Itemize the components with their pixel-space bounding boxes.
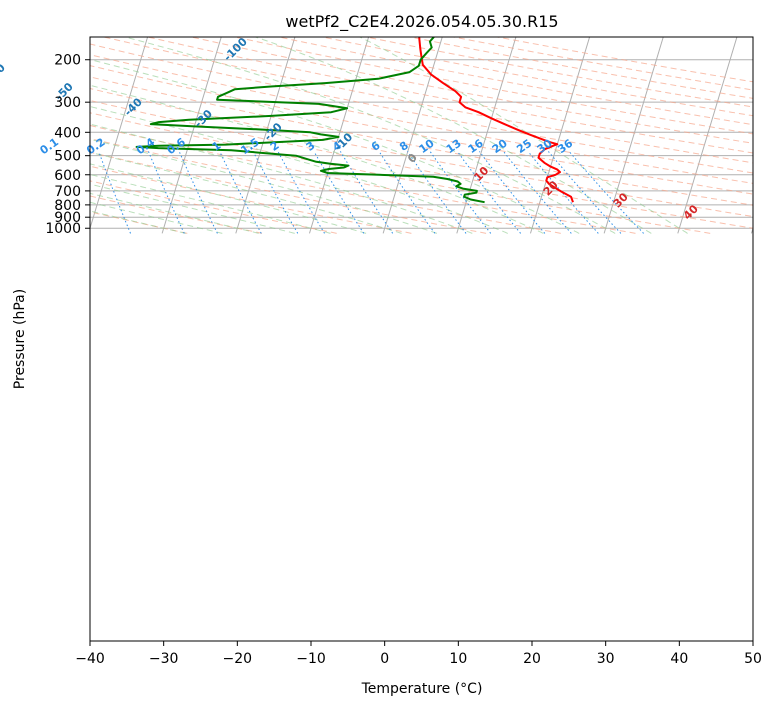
dry-adiabat	[90, 151, 487, 234]
dry-adiabat	[276, 37, 753, 126]
isotherm	[90, 37, 149, 230]
dewpoint-profile-line	[135, 37, 485, 204]
y-tick-label: 900	[54, 210, 81, 226]
mixing-ratio-line	[407, 151, 467, 234]
moist-adiabat	[90, 59, 580, 234]
moist-adiabat	[123, 37, 616, 234]
isotherm	[677, 37, 738, 234]
moist-adiabat	[90, 151, 402, 234]
x-tick-label: 0	[380, 651, 389, 667]
mixing-ratio-line	[503, 151, 572, 234]
x-tick-label: 50	[744, 651, 762, 667]
data-series	[135, 37, 574, 204]
y-tick-label: 700	[54, 184, 81, 200]
moist-adiabat	[90, 192, 259, 234]
mixing-ratio-line	[478, 151, 546, 234]
y-tick-label: 300	[54, 95, 81, 111]
dry-adiabat-label: -60	[0, 61, 8, 84]
isotherm	[161, 37, 222, 234]
x-tick-label: 10	[449, 651, 467, 667]
moist-adiabat	[90, 138, 438, 234]
isotherm	[235, 37, 296, 234]
dry-adiabat	[90, 87, 753, 218]
dry-adiabat	[90, 65, 753, 195]
mixing-ratio-line	[378, 151, 436, 234]
moist-adiabat	[90, 123, 473, 234]
mixing-ratio-line	[456, 151, 522, 234]
mixing-ratio-line	[527, 151, 599, 234]
x-tick-label: 30	[597, 651, 615, 667]
x-tick-label: −20	[223, 651, 253, 667]
y-tick-label: 800	[54, 198, 81, 214]
mixing-ratio-line	[277, 151, 325, 234]
y-tick-label: 400	[54, 125, 81, 141]
x-tick-label: 20	[523, 651, 541, 667]
moist-adiabat	[358, 37, 688, 234]
isotherm	[603, 37, 664, 234]
mixing-ratio-line	[252, 151, 299, 234]
x-tick-label: −40	[75, 651, 105, 667]
y-tick-label: 200	[54, 53, 81, 69]
moist-adiabat	[90, 201, 223, 234]
y-tick-label: 1000	[45, 221, 81, 237]
moist-adiabat	[90, 210, 186, 234]
dry-adiabat	[319, 37, 753, 117]
isotherm	[456, 37, 517, 234]
y-tick-label: 600	[54, 168, 81, 184]
y-axis-label: Pressure (hPa)	[12, 289, 28, 389]
moist-adiabat	[90, 163, 367, 234]
moist-adiabat	[90, 183, 295, 234]
dry-adiabat	[90, 165, 412, 234]
dry-adiabat	[90, 138, 561, 234]
x-axis-ticks: −40 −30 −20 −10 0 10 20 30 40 50	[75, 641, 762, 667]
isotherm	[308, 37, 370, 234]
dry-adiabat	[101, 37, 753, 164]
moist-adiabat	[254, 37, 652, 234]
plot-frame	[89, 36, 754, 642]
mixing-ratio-line	[148, 151, 185, 234]
temperature-profile-line	[418, 37, 574, 203]
mixing-ratio-line	[178, 151, 218, 234]
chart-title: wetPf2_C2E4.2026.054.05.30.R15	[285, 12, 558, 32]
x-tick-label: 40	[670, 651, 688, 667]
dry-adiabat	[90, 195, 263, 234]
mixing-ratio-line	[548, 151, 622, 234]
dry-adiabat	[90, 76, 753, 206]
dry-adiabat	[189, 37, 753, 144]
dry-adiabat	[90, 112, 711, 234]
mixing-ratio-line	[429, 151, 492, 234]
y-tick-label: 500	[54, 149, 81, 165]
x-tick-label: −10	[296, 651, 326, 667]
dry-adiabat	[90, 54, 753, 184]
moist-adiabat	[90, 84, 544, 234]
x-tick-label: −30	[149, 651, 179, 667]
dry-adiabat	[90, 124, 636, 234]
dry-adiabat	[407, 37, 753, 99]
background-lines	[90, 37, 753, 234]
isotherm	[382, 37, 443, 234]
x-axis-label: Temperature (°C)	[361, 681, 483, 697]
y-axis-ticks: 1002003004005006007008009001000	[45, 53, 90, 237]
